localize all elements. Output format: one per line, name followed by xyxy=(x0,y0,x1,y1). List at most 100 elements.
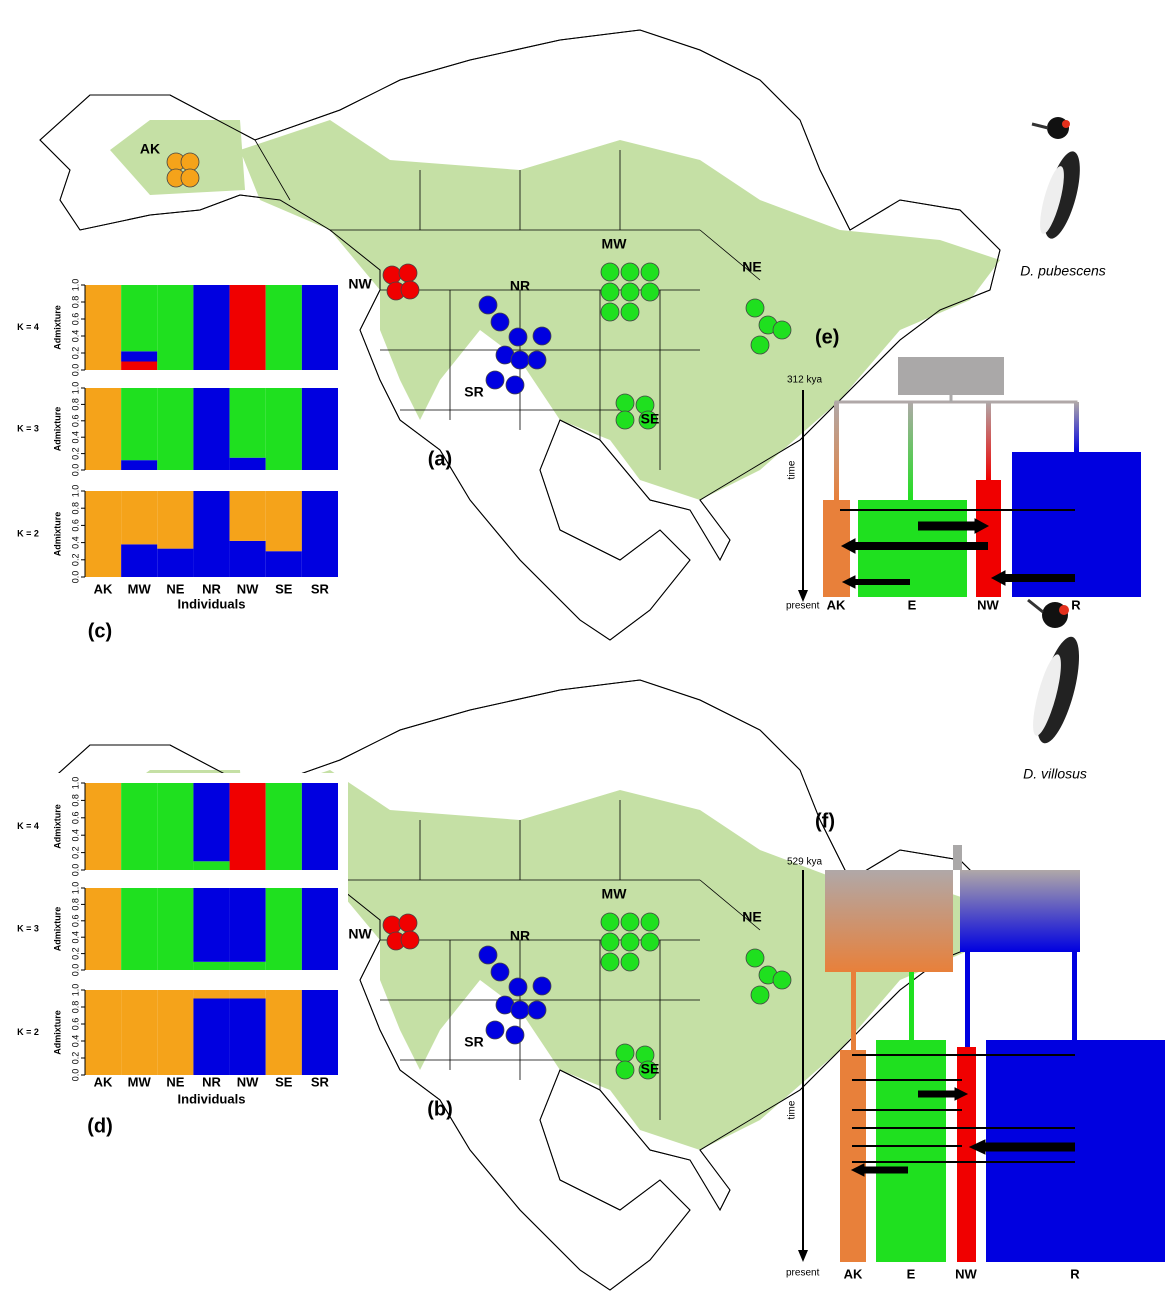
sample-pie xyxy=(509,328,527,346)
admixture-bar xyxy=(302,783,338,870)
admixture-bar xyxy=(230,541,266,577)
population-label: E xyxy=(908,597,917,612)
branch xyxy=(1074,402,1079,452)
sample-pie xyxy=(616,394,634,412)
admixture-bar xyxy=(266,783,302,870)
branch xyxy=(965,952,970,1047)
population-label: AK xyxy=(827,597,846,612)
admixture-bar xyxy=(266,491,302,551)
region-label: NE xyxy=(742,909,761,925)
admixture-bar xyxy=(121,362,157,371)
admixture-bar xyxy=(266,551,302,577)
admixture-bar xyxy=(302,888,338,970)
y-axis-label: Admixture xyxy=(52,1010,62,1055)
y-tick-label: 0.6 xyxy=(70,1018,80,1031)
population-label: R xyxy=(1070,1266,1080,1281)
axis-label: time xyxy=(787,460,798,479)
sample-pie xyxy=(616,1061,634,1079)
admixture-bar xyxy=(266,285,302,370)
y-tick-label: 0.2 xyxy=(70,447,80,460)
y-tick-label: 0.2 xyxy=(70,554,80,567)
sample-pie xyxy=(641,913,659,931)
admixture-bar xyxy=(230,962,266,970)
sample-pie xyxy=(601,913,619,931)
bird-illustration xyxy=(1027,600,1087,747)
sample-pie xyxy=(511,351,529,369)
x-tick-label: MW xyxy=(128,581,152,596)
sample-pie xyxy=(621,953,639,971)
sample-pie xyxy=(486,371,504,389)
ancestor-box xyxy=(898,357,1004,395)
admixture-bar xyxy=(193,962,229,970)
admixture-bar xyxy=(121,460,157,470)
sample-pie xyxy=(621,283,639,301)
sample-pie xyxy=(601,933,619,951)
y-tick-label: 0.2 xyxy=(70,1052,80,1065)
admixture-bar xyxy=(193,888,229,962)
y-axis-label: Admixture xyxy=(52,305,62,350)
region-label: MW xyxy=(602,236,628,252)
panel-label: (e) xyxy=(815,326,839,348)
admixture-bar xyxy=(121,285,157,351)
admixture-bar xyxy=(266,990,302,1075)
admixture-bar xyxy=(85,783,121,870)
branch xyxy=(1072,952,1077,1040)
admixture-bar xyxy=(193,388,229,470)
y-tick-label: 1.0 xyxy=(70,279,80,292)
y-tick-label: 0.2 xyxy=(70,947,80,960)
x-tick-label: NR xyxy=(202,1074,221,1089)
y-tick-label: 0.0 xyxy=(70,864,80,877)
bird-illustration xyxy=(1032,117,1087,242)
admixture-bar xyxy=(157,491,193,549)
branch xyxy=(851,972,856,1050)
y-tick-label: 0.6 xyxy=(70,812,80,825)
admixture-bar xyxy=(193,861,229,870)
admixture-bar xyxy=(85,285,121,370)
population-label: NW xyxy=(977,597,999,612)
x-tick-label: NE xyxy=(166,581,184,596)
sample-pie xyxy=(528,1001,546,1019)
facet-title: K = 4 xyxy=(17,821,39,831)
admixture-bar xyxy=(302,285,338,370)
admixture-bar xyxy=(85,388,121,470)
sample-pie xyxy=(621,933,639,951)
admixture-bar xyxy=(121,388,157,460)
sample-pie xyxy=(601,303,619,321)
admixture-bar xyxy=(85,990,121,1075)
sample-pie xyxy=(479,296,497,314)
panel-label: (c) xyxy=(88,620,112,642)
admixture-bar xyxy=(85,888,121,970)
region-label: SR xyxy=(464,1034,483,1050)
x-tick-label: MW xyxy=(128,1074,152,1089)
y-tick-label: 0.6 xyxy=(70,415,80,428)
admixture-bar xyxy=(302,388,338,470)
sample-pie xyxy=(383,916,401,934)
y-tick-label: 0.2 xyxy=(70,347,80,360)
y-tick-label: 0.8 xyxy=(70,502,80,515)
ancestor-box xyxy=(953,845,962,870)
y-tick-label: 0.0 xyxy=(70,571,80,584)
admixture-bar xyxy=(230,990,266,999)
branch xyxy=(834,402,839,500)
y-tick-label: 0.0 xyxy=(70,964,80,977)
admixture-bar xyxy=(193,999,229,1076)
x-tick-label: SE xyxy=(275,1074,293,1089)
admixture-bar xyxy=(230,285,266,370)
y-tick-label: 0.0 xyxy=(70,1069,80,1082)
population-label: E xyxy=(907,1266,916,1281)
y-tick-label: 1.0 xyxy=(70,777,80,790)
y-axis-label: Admixture xyxy=(52,407,62,452)
admixture-plots: 0.0 0.2 0.4 0.6 0.8 1.0 Admixture K = 4 0.0 0.2 0.… xyxy=(0,275,348,1142)
species-name: D. pubescens xyxy=(1020,263,1106,279)
population-label: AK xyxy=(844,1266,863,1281)
y-tick-label: 0.6 xyxy=(70,915,80,928)
x-tick-label: AK xyxy=(94,1074,113,1089)
x-tick-label: SR xyxy=(311,1074,330,1089)
panel-label: (d) xyxy=(87,1115,113,1137)
y-tick-label: 0.4 xyxy=(70,829,80,842)
admixture-bar xyxy=(157,888,193,970)
admixture-bar xyxy=(121,888,157,970)
sample-pie xyxy=(641,933,659,951)
admixture-bar xyxy=(121,990,157,1075)
sample-pie xyxy=(506,376,524,394)
